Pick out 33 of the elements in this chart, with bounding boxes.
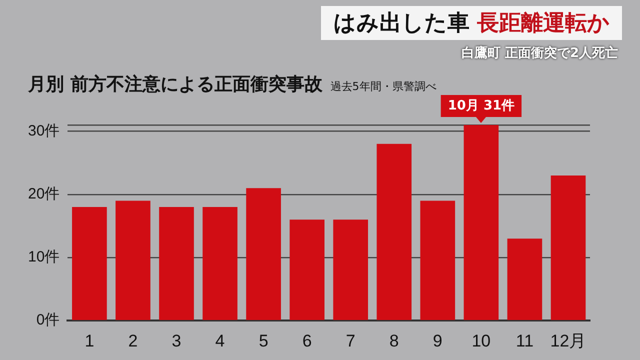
bar <box>464 125 499 320</box>
y-tick-label: 30件 <box>28 122 60 140</box>
x-tick-label: 2 <box>128 331 138 350</box>
bar <box>202 207 238 320</box>
x-tick-label: 10 <box>472 331 491 350</box>
bar <box>116 200 150 320</box>
x-tick-label: 7 <box>346 331 356 350</box>
x-tick-label: 9 <box>432 331 442 350</box>
x-tick-label: 8 <box>389 331 399 350</box>
x-tick-label: 11 <box>516 331 534 350</box>
bar <box>333 220 368 320</box>
y-tick-label: 10件 <box>28 248 60 266</box>
chart-title: 月別 前方不注意による正面衝突事故 <box>28 74 322 95</box>
annotation: 10月 31件 <box>448 98 515 114</box>
x-tick-label: 12月 <box>550 331 586 350</box>
x-tick-label: 5 <box>258 331 268 350</box>
bar <box>72 207 107 320</box>
bar <box>507 238 542 320</box>
bar <box>420 200 456 320</box>
x-tick-label: 4 <box>215 331 225 350</box>
bar <box>376 144 412 320</box>
text: はみ出した車 長距離運転か <box>333 11 610 36</box>
text: 白鷹町 正面衝突で2人死亡 <box>461 44 618 62</box>
x-tick-label: 3 <box>172 331 182 350</box>
bar <box>550 175 586 320</box>
bar <box>159 207 194 320</box>
y-tick-label: 20件 <box>28 186 60 203</box>
y-tick-label: 0件 <box>36 312 60 329</box>
x-tick-label: 1 <box>84 331 94 350</box>
chart-subtitle: 過去5年間・県警調べ <box>330 80 436 93</box>
bar <box>246 188 281 320</box>
bar <box>290 220 324 320</box>
x-tick-label: 6 <box>302 331 312 350</box>
